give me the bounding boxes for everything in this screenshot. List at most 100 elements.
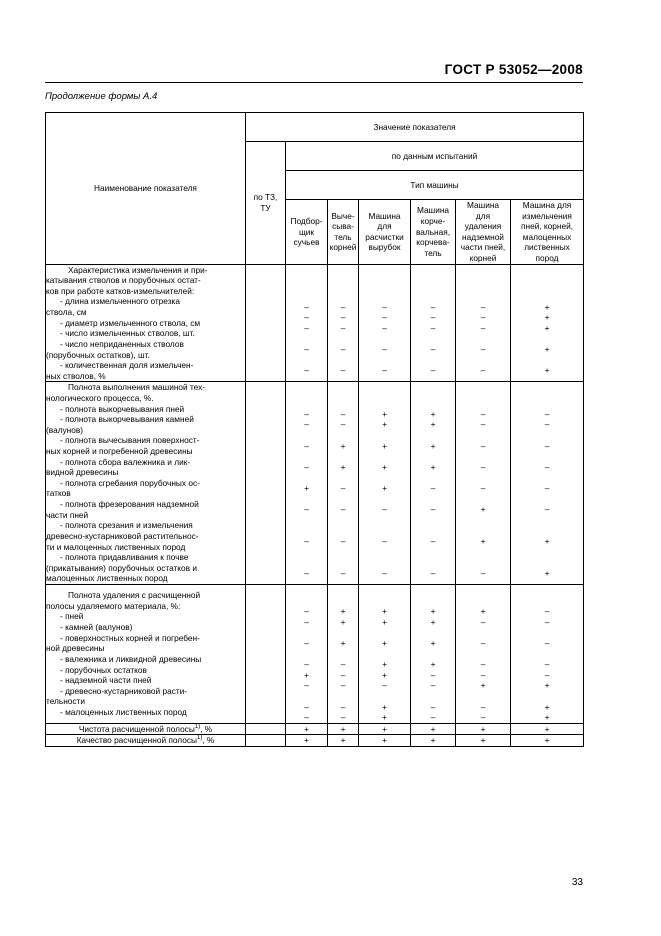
label-line: - камней (валунов) <box>60 622 133 633</box>
label-line: ков при работе катков-измельчителей: <box>46 285 195 296</box>
value-mark: – <box>430 504 436 515</box>
value-mark: – <box>544 483 550 494</box>
value-mark: – <box>544 659 550 670</box>
value-mark: + <box>430 461 436 472</box>
value-mark: – <box>304 323 309 333</box>
value-mark: + <box>544 568 550 579</box>
label-line: (порубочных остатков), шт. <box>46 349 150 360</box>
value-mark: + <box>544 365 550 376</box>
value-mark: – <box>340 504 346 515</box>
header-row-machine-type: Тип машины <box>46 170 585 200</box>
value-mark: + <box>340 461 346 472</box>
value-mark: – <box>304 659 309 670</box>
value-mark: – <box>304 568 309 579</box>
label-line: - малоценных лиственных пород <box>60 706 187 717</box>
value-mark: + <box>382 419 387 430</box>
label-line: - количественная доля измельчен- <box>60 360 194 371</box>
label-line: - полнота выкорчевывания камней <box>60 414 194 425</box>
value-cell-machine-3: ––++–+–+–––––––––– <box>410 381 456 585</box>
value-mark: – <box>304 440 309 451</box>
value-mark: – <box>340 536 346 547</box>
value-mark: + <box>430 408 436 419</box>
value-mark: + <box>480 504 486 515</box>
value-mark: + <box>340 637 346 648</box>
value-mark: – <box>480 616 486 627</box>
header-machine-col-2: Машина для расчистки вырубок <box>358 199 411 265</box>
value-mark: – <box>340 659 346 670</box>
footnote-marker: 1) <box>196 735 203 742</box>
value-mark: + <box>430 440 436 451</box>
value-mark: – <box>340 323 346 333</box>
header-indicator-value: Значение показателя <box>244 112 585 142</box>
value-mark: + <box>340 606 346 617</box>
value-mark: – <box>480 323 486 333</box>
label-line: - полнота сбора валежника и лик- <box>60 456 191 467</box>
value-cell-machine-5: + <box>509 734 585 748</box>
indicator-label: Характеристика измельчения и при-катыван… <box>45 263 246 383</box>
value-cell-machine-4: ––+––––––+––– <box>455 583 511 724</box>
value-cell-machine-0: + <box>285 722 328 736</box>
label-line: - длина измельченного отрезка <box>60 296 180 307</box>
header-indicator-name: Наименование показателя <box>45 112 246 265</box>
header-row-value: Наименование показателя Значение показат… <box>45 112 585 265</box>
value-mark: + <box>430 419 436 430</box>
value-mark: – <box>480 408 486 419</box>
label-line: ствола, см <box>46 307 87 318</box>
value-mark: – <box>382 344 387 355</box>
label-line: - диаметр измельченного ствола, см <box>60 317 201 328</box>
value-mark: – <box>430 344 436 355</box>
table-row: Полнота выполнения машиной тех-нологичес… <box>45 381 585 585</box>
table-body: Характеристика измельчения и при-катыван… <box>45 263 585 748</box>
label-line: ти и малоценных лиственных пород <box>46 541 186 552</box>
value-mark: + <box>382 701 387 712</box>
value-cell-machine-1: + <box>327 734 359 748</box>
value-cell-machine-5: ––––––––––––––+––+ <box>509 381 585 585</box>
value-mark: – <box>430 312 436 323</box>
table-row: Чистота расчищенной полосы1), % + + + + + + <box>45 722 585 736</box>
value-mark: + <box>382 461 387 472</box>
value-mark: + <box>382 637 387 648</box>
value-mark: + <box>430 637 436 648</box>
value-mark: – <box>430 323 436 333</box>
value-cell-machine-4: –––––––––– <box>455 263 511 383</box>
value-mark: – <box>544 637 550 648</box>
value-cell-machine-2: + <box>358 722 411 736</box>
value-cell-machine-5: –––––––––+–++ <box>509 583 585 724</box>
value-mark: – <box>430 536 436 547</box>
value-cell-machine-0: + <box>285 734 328 748</box>
value-mark: – <box>340 344 346 355</box>
value-mark: – <box>304 606 309 617</box>
label-line: Характеристика измельчения и при- <box>68 264 208 275</box>
value-mark: – <box>304 616 309 627</box>
value-mark: – <box>480 344 486 355</box>
value-cell-tz-tu <box>245 734 286 748</box>
value-mark: + <box>382 606 387 617</box>
label-line: - валежника и ликвидной древесины <box>60 653 202 664</box>
value-mark: + <box>304 669 309 680</box>
value-cell-tz-tu: –––––––––– <box>245 263 286 383</box>
value-mark: – <box>480 669 486 680</box>
value-cell-machine-2: + <box>358 734 411 748</box>
value-mark: + <box>480 606 486 617</box>
value-cell-machine-2: –––––––––– <box>358 263 411 383</box>
label-line: Полнота выполнения машиной тех- <box>68 382 206 393</box>
label-line: - порубочных остатков <box>60 664 147 675</box>
label-line: тельности <box>46 696 85 707</box>
value-mark: – <box>340 365 346 376</box>
value-mark: – <box>304 637 309 648</box>
header-machine-type: Тип машины <box>284 170 585 200</box>
value-mark: – <box>340 669 346 680</box>
value-mark: – <box>340 701 346 712</box>
label-line: ной древесины <box>46 643 105 654</box>
label-line: видной древесины <box>46 467 119 478</box>
header-machine-col-1: Выче-сыва-тель корней <box>327 199 359 265</box>
value-mark: – <box>430 365 436 376</box>
label-line: - полнота вычесывания поверхност- <box>60 435 200 446</box>
value-mark: – <box>544 616 550 627</box>
indicator-label: Полнота удаления с расчищенной полосы уда… <box>45 583 246 724</box>
label-line: - древесно-кустарниковой расти- <box>60 685 188 696</box>
value-mark: – <box>544 606 550 617</box>
value-cell-tz-tu: –––––––––––––––––– <box>245 381 286 585</box>
value-mark: – <box>304 680 309 691</box>
label-line: ных корней и погребенной древесины <box>46 446 193 457</box>
